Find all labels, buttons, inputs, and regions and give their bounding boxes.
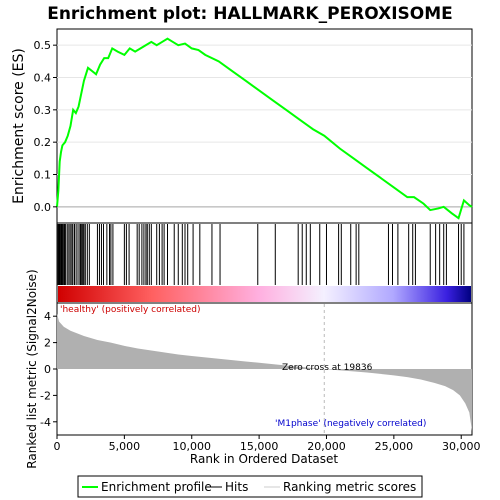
x-tick-label: 30,000	[442, 440, 481, 453]
legend: Enrichment profile Hits Ranking metric s…	[77, 475, 423, 498]
metric-layer	[57, 304, 472, 434]
es-y-axis-label: Enrichment score (ES)	[11, 48, 27, 204]
metric-y-tick-label: 4	[44, 310, 51, 323]
zero-cross-label: Zero cross at 19836	[282, 363, 373, 373]
es-panel-frame	[56, 28, 473, 224]
x-tick-label: 15,000	[240, 440, 279, 453]
legend-enrichment-profile: Enrichment profile	[101, 480, 212, 494]
x-tick-label: 25,000	[375, 440, 414, 453]
x-tick-label: 20,000	[307, 440, 346, 453]
positive-correlation-label: 'healthy' (positively correlated)	[60, 305, 200, 315]
es-y-tick-label: 0.0	[34, 201, 52, 214]
es-layer	[56, 37, 473, 220]
metric-y-tick-label: 0	[44, 363, 51, 376]
chart-title: Enrichment plot: HALLMARK_PEROXISOME	[47, 4, 453, 24]
x-axis-label: Rank in Ordered Dataset	[190, 452, 338, 466]
es-y-tick-label: 0.2	[34, 136, 52, 149]
es-y-tick-label: 0.3	[34, 104, 52, 117]
x-tick-label: 0	[54, 440, 61, 453]
x-tick-label: 5,000	[109, 440, 141, 453]
rank-color-bar	[58, 286, 471, 302]
metric-y-tick-label: -2	[40, 389, 51, 402]
es-y-tick-label: 0.5	[34, 39, 52, 52]
negative-correlation-label: 'M1phase' (negatively correlated)	[275, 419, 426, 429]
es-y-tick-label: 0.4	[34, 72, 52, 85]
legend-ranking-metric-scores: Ranking metric scores	[283, 480, 416, 494]
es-y-tick-label: 0.1	[34, 169, 52, 182]
hits-layer	[57, 224, 471, 302]
legend-box	[77, 475, 423, 498]
x-tick-label: 10,000	[172, 440, 211, 453]
enrichment-profile-line	[56, 37, 473, 220]
metric-y-tick-label: -4	[40, 416, 51, 429]
ranking-metric-area	[57, 313, 472, 432]
legend-hits: Hits	[225, 480, 248, 494]
metric-y-axis-label: Ranked list metric (Signal2Noise)	[25, 269, 39, 468]
axes-layer: 0.0 0.1 0.2 0.3 0.4 0.5 -4 -2 0 2 4 0 5,000 10,000 15,…	[34, 39, 481, 453]
metric-y-tick-label: 2	[44, 337, 51, 350]
